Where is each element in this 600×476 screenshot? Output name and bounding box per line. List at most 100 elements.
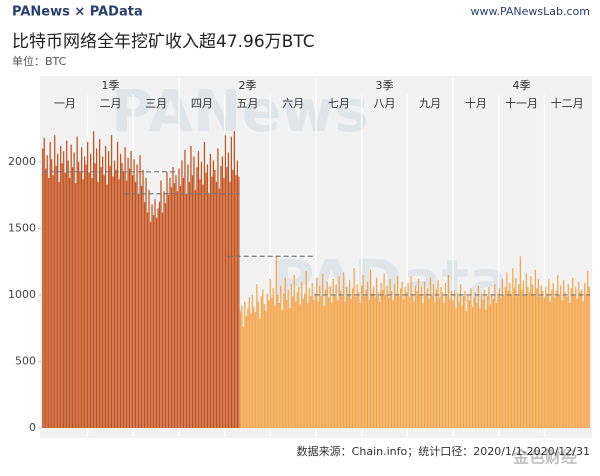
bar [218,188,221,428]
bar [393,284,396,428]
bar [125,180,128,428]
bar [208,193,210,428]
bar [434,301,436,428]
bar [326,281,328,428]
bar [352,288,354,428]
bar [483,289,486,428]
bar [193,156,195,428]
bar [398,296,400,428]
bar [513,288,515,428]
bar [139,155,141,428]
bar [155,217,158,428]
bar [462,296,465,428]
bar [497,293,499,428]
bar [87,141,89,428]
bar [187,164,189,428]
bar [555,290,557,428]
bar [121,163,123,428]
bar [423,281,426,428]
bar [548,278,550,428]
bar [257,301,259,428]
quarter-label: 2季 [239,79,257,92]
bar [194,189,197,428]
bar [465,310,468,428]
bar [558,294,560,428]
bar [295,301,297,428]
brand: PANews × PAData [12,5,143,20]
bar [585,293,587,428]
bar [479,308,481,428]
bar [161,212,164,428]
month-label: 二月 [100,97,122,110]
bar [250,313,252,428]
bar [60,145,62,428]
bar [54,135,56,428]
bar [242,326,244,428]
bar [178,168,180,428]
bar [549,301,551,428]
bar [437,280,439,428]
bar [238,176,240,428]
month-label: 六月 [282,97,304,110]
bar [416,290,418,428]
bar [515,277,517,428]
bar [576,298,578,428]
bar [340,290,342,428]
bar [175,175,177,428]
bar [450,290,453,428]
bar [251,294,253,428]
bar [431,294,433,428]
bar [325,289,327,428]
bar [447,274,450,428]
bar [166,172,168,428]
bar [452,300,454,428]
bar [266,293,268,428]
bar [154,199,156,428]
bar [84,156,86,428]
bar [474,292,477,428]
bar [164,203,167,428]
bar [233,131,235,428]
bar [504,286,507,428]
bar [362,274,364,428]
bar [85,164,87,428]
bar [58,181,60,428]
bar [281,309,283,428]
bar [199,179,201,428]
month-label: 四月 [191,97,213,110]
bar [522,280,524,428]
bar [443,302,445,428]
site-url: www.PANewsLab.com [471,5,591,18]
bar [319,285,321,428]
bar [152,215,155,428]
bar [81,147,83,428]
bar [344,301,346,428]
month-label: 七月 [328,97,350,110]
bar [214,169,216,429]
bar [316,277,318,428]
bar [149,221,152,428]
bar [356,284,358,428]
bar [545,286,547,428]
bar [167,195,170,428]
bar [169,177,171,428]
bar [217,148,219,429]
bar [160,180,162,428]
bar [405,292,408,428]
bar [489,304,492,428]
bar [524,294,526,428]
bar [260,296,262,428]
bar [48,177,50,428]
bar [390,290,393,428]
bar [100,167,102,428]
bar [236,160,238,428]
bar [456,293,459,428]
bar [181,160,183,428]
bar [136,164,138,428]
bar [569,302,571,428]
bar [230,136,233,429]
bar [380,282,382,428]
bar [446,294,448,428]
bar [361,285,363,428]
bar [495,302,498,428]
